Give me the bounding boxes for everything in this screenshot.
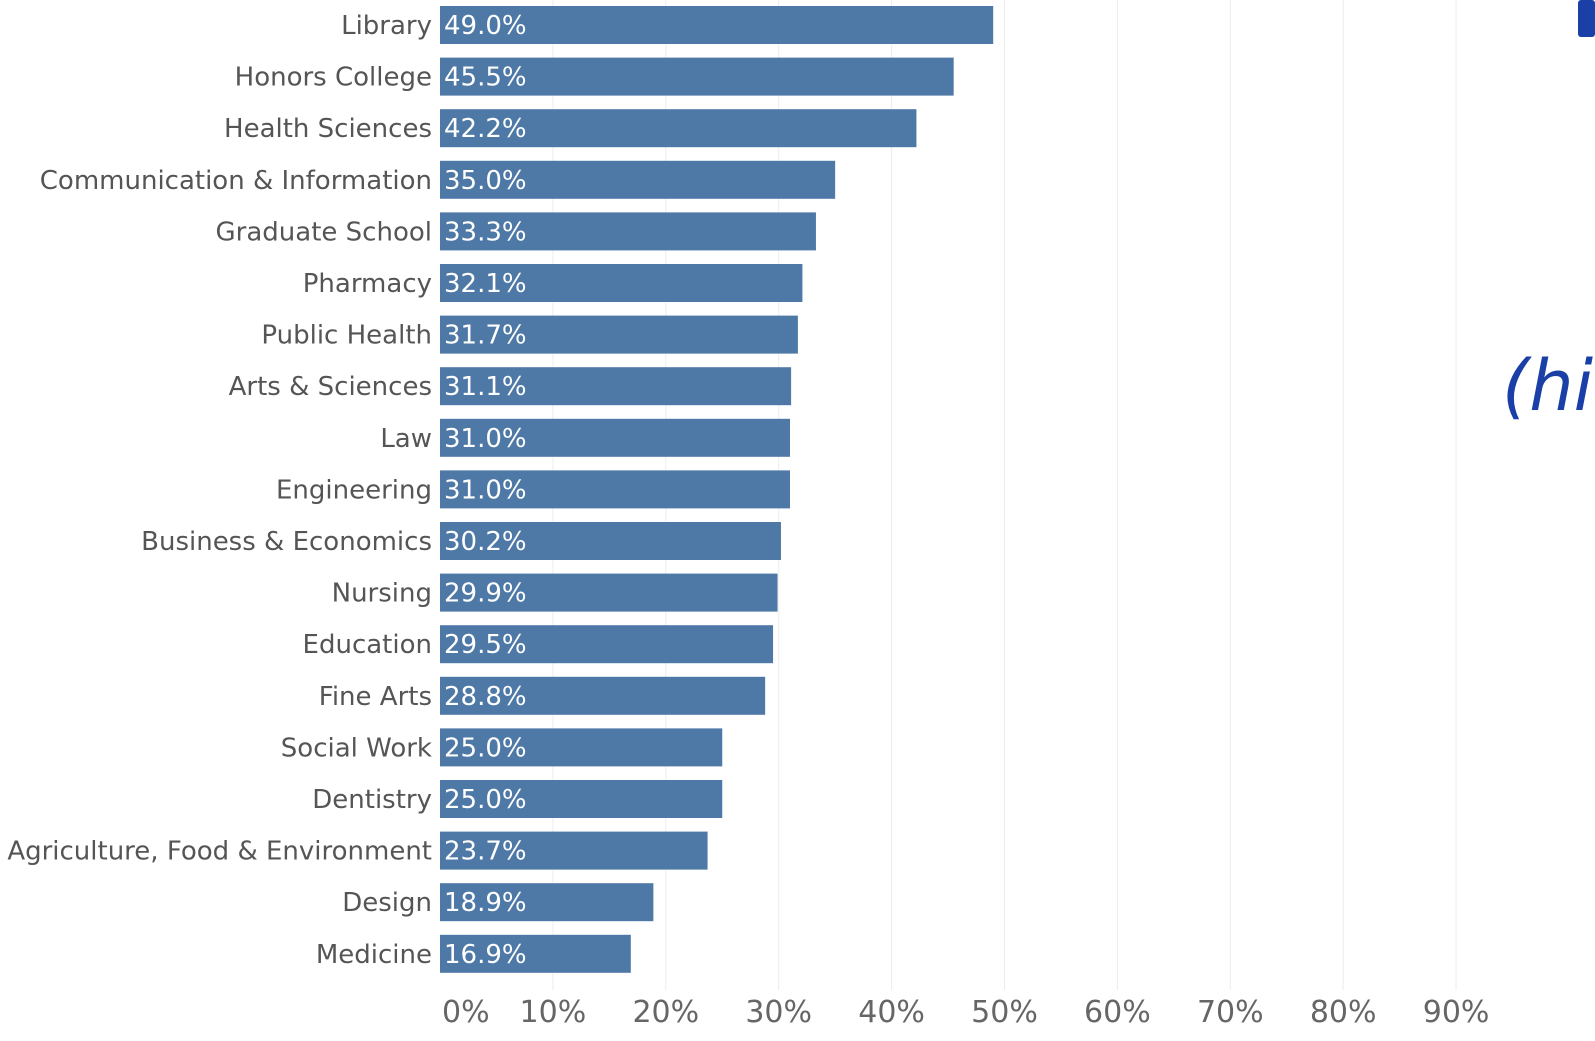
x-tick-label: 10% (520, 995, 587, 1030)
category-label: Communication & Information (40, 166, 432, 196)
bar (440, 831, 708, 870)
value-label: 33.3% (444, 217, 527, 247)
category-label: Public Health (261, 321, 432, 351)
category-label: Library (341, 11, 432, 41)
x-tick-label: 60% (1084, 995, 1151, 1030)
category-label: Agriculture, Food & Environment (7, 837, 432, 867)
value-label: 18.9% (444, 888, 527, 918)
bar (440, 883, 654, 922)
category-label: Nursing (332, 579, 432, 609)
accent-block (1578, 0, 1595, 37)
bar (440, 625, 774, 664)
bar (440, 109, 917, 148)
value-label: 29.5% (444, 630, 527, 660)
value-label: 29.9% (444, 579, 527, 609)
value-label: 35.0% (444, 166, 527, 196)
x-tick-label: 30% (745, 995, 812, 1030)
x-tick-label: 80% (1310, 995, 1377, 1030)
value-label: 25.0% (444, 785, 527, 815)
category-label: Law (380, 424, 432, 454)
x-tick-label: 0% (442, 995, 490, 1030)
category-label: Health Sciences (224, 114, 432, 144)
bar (440, 470, 790, 509)
category-label: Graduate School (216, 217, 432, 247)
bar (440, 6, 994, 44)
category-label: Pharmacy (303, 269, 432, 299)
x-tick-label: 20% (632, 995, 699, 1030)
bars (440, 6, 994, 973)
bar (440, 934, 631, 973)
bar (440, 57, 954, 96)
bar (440, 315, 798, 354)
category-labels: Library Honors College Health Sciences Comm… (7, 11, 432, 970)
value-label: 45.5% (444, 63, 527, 93)
category-label: Arts & Sciences (229, 372, 432, 402)
bar (440, 367, 792, 406)
value-label: 28.8% (444, 682, 527, 712)
category-label: Fine Arts (319, 682, 432, 712)
value-label: 32.1% (444, 269, 527, 299)
x-axis-tick-labels: 0% 10% 20% 30% 40% 50% 60% 70% 80% 90% (442, 995, 1489, 1030)
value-label: 23.7% (444, 837, 527, 867)
category-label: Education (303, 630, 432, 660)
category-label: Social Work (281, 733, 432, 763)
category-label: Dentistry (312, 785, 432, 815)
value-label: 31.1% (444, 372, 527, 402)
x-tick-label: 90% (1423, 995, 1490, 1030)
value-label: 31.0% (444, 424, 527, 454)
value-label: 42.2% (444, 114, 527, 144)
x-tick-label: 70% (1197, 995, 1264, 1030)
bar (440, 160, 836, 199)
category-label: Design (342, 888, 432, 918)
value-label: 30.2% (444, 527, 527, 557)
x-tick-label: 50% (971, 995, 1038, 1030)
side-annotation-text: (hi (1502, 345, 1594, 427)
bar (440, 728, 723, 767)
bar (440, 676, 766, 715)
bar (440, 212, 816, 251)
bar (440, 780, 723, 818)
value-label: 31.7% (444, 321, 527, 351)
category-label: Engineering (276, 475, 432, 505)
category-label: Medicine (316, 940, 432, 970)
value-label: 16.9% (444, 940, 527, 970)
bar (440, 264, 803, 302)
x-tick-label: 40% (858, 995, 925, 1030)
value-labels: 49.0% 45.5% 42.2% 35.0% 33.3% 32.1% 31.7% 31.1%… (444, 11, 527, 970)
category-label: Honors College (235, 63, 432, 93)
value-label: 25.0% (444, 733, 527, 763)
value-label: 49.0% (444, 11, 527, 41)
category-label: Business & Economics (141, 527, 432, 557)
bar (440, 573, 778, 612)
value-label: 31.0% (444, 475, 527, 505)
bar (440, 418, 790, 457)
bar (440, 522, 781, 560)
